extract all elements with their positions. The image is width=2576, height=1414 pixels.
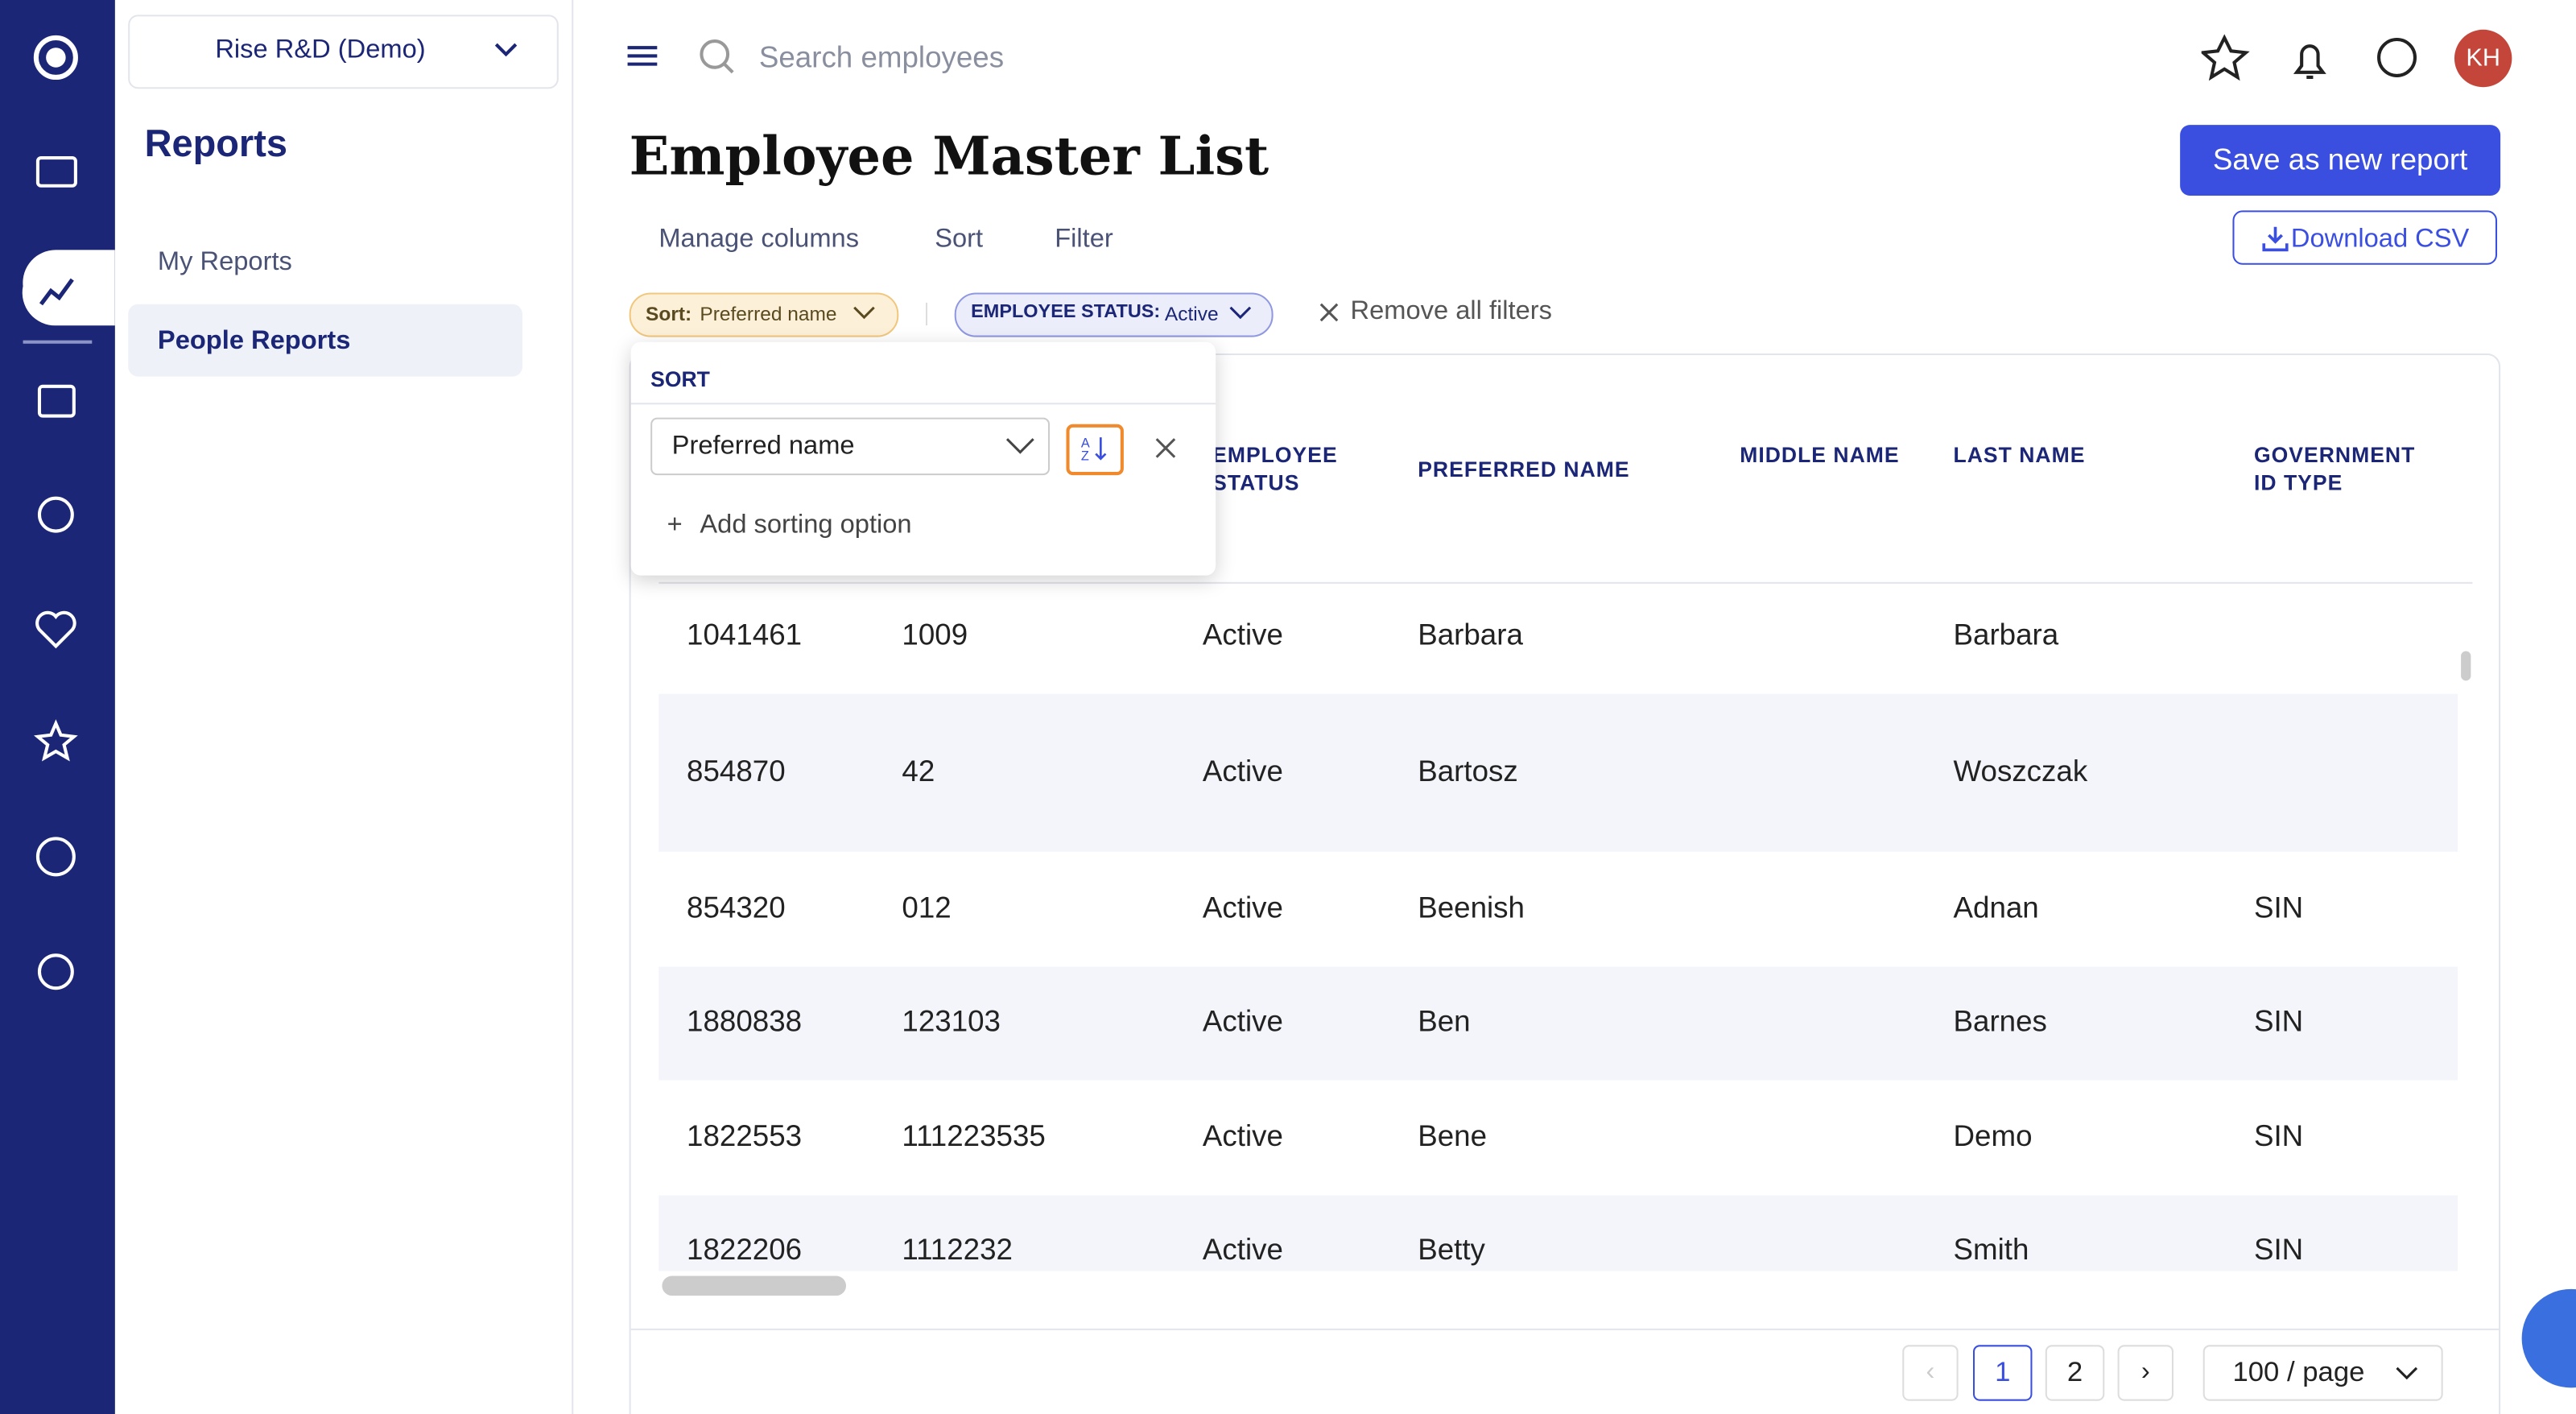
download-button[interactable]: Download CSV [2232, 210, 2498, 265]
table-cell: Active [1202, 1119, 1283, 1153]
v-scrollbar [2461, 651, 2471, 681]
sort-popover [630, 341, 1216, 576]
header-divider [658, 581, 2473, 584]
table-cell: Barbara [1953, 618, 2059, 651]
tab[interactable]: Sort [935, 225, 984, 254]
sort-icon: AZ [1081, 436, 1107, 464]
popover-title: SORT [650, 366, 710, 391]
table-cell: 42 [902, 755, 935, 788]
chip-label: EMPLOYEE STATUS: [971, 302, 1161, 323]
search-input[interactable]: Search employees [758, 41, 1005, 74]
nav-item[interactable]: My Reports [157, 248, 292, 277]
avatar[interactable]: KH [2454, 29, 2512, 88]
table-cell: 111223535 [902, 1119, 1046, 1153]
table-cell: Betty [1418, 1233, 1485, 1267]
table-cell: Smith [1953, 1233, 2029, 1267]
save-button[interactable]: Save as new report [2180, 125, 2501, 196]
icon-rail [0, 0, 115, 1414]
rail-icons [22, 35, 115, 990]
remove-sort[interactable] [1155, 437, 1177, 459]
chip-value: Active [1164, 302, 1219, 326]
row-stripe [658, 693, 2458, 852]
h-scrollbar [662, 1275, 847, 1296]
download-icon [2262, 226, 2289, 252]
prev-page[interactable]: ‹ [1902, 1345, 1959, 1401]
table-cell: Beenish [1418, 891, 1525, 924]
nav-item[interactable]: People Reports [157, 327, 351, 356]
table-cell: Active [1202, 618, 1283, 651]
svg-text:A: A [1081, 436, 1090, 450]
table-cell: Active [1202, 1004, 1283, 1038]
table-cell: Active [1202, 891, 1283, 924]
table-cell: 854870 [687, 755, 786, 788]
column-header: MIDDLE NAME [1740, 442, 1900, 467]
reports-panel [115, 0, 574, 1414]
table-cell: SIN [2253, 1004, 2304, 1038]
page-size[interactable]: 100 / page [2202, 1345, 2443, 1401]
chat-button[interactable] [2521, 1288, 2576, 1388]
table-cell: Active [1202, 755, 1283, 788]
add-sort-label[interactable]: Add sorting option [700, 511, 912, 540]
table-card [629, 354, 2501, 1414]
next-page[interactable]: › [2117, 1345, 2174, 1401]
table-cell: Ben [1418, 1004, 1471, 1038]
add-sort[interactable]: + [667, 511, 683, 540]
table-cell: 854320 [687, 891, 786, 924]
chevron [494, 43, 518, 57]
table-cell: 1822206 [687, 1233, 803, 1267]
panel-title: Reports [144, 122, 287, 165]
column-header: GOVERNMENT ID TYPE [2253, 442, 2416, 495]
page-button[interactable]: 1 [1973, 1345, 2033, 1401]
column-header: LAST NAME [1953, 442, 2086, 467]
table-cell: Active [1202, 1233, 1283, 1267]
table-cell: 1009 [902, 618, 968, 651]
table-cell: 1112232 [902, 1233, 1013, 1267]
chip-label: Sort: [646, 302, 692, 326]
nav-active-bg [128, 304, 522, 377]
table-cell: 1880838 [687, 1004, 803, 1038]
chevron [2396, 1366, 2418, 1380]
sort-direction[interactable] [1066, 424, 1124, 476]
table-cell: Bene [1418, 1119, 1488, 1153]
footer-divider [630, 1328, 2500, 1330]
tab[interactable]: Filter [1055, 225, 1113, 254]
table-cell: Demo [1953, 1119, 2033, 1153]
table-cell: 012 [902, 891, 952, 924]
column-header: PREFERRED NAME [1418, 457, 1630, 482]
table-cell: 1822553 [687, 1119, 803, 1153]
table-cell: 123103 [902, 1004, 1001, 1038]
chip-icons [853, 302, 1252, 326]
remove-filters[interactable]: Remove all filters [1350, 297, 1552, 326]
chip-value: Preferred name [700, 302, 837, 326]
sort-chip[interactable] [629, 292, 899, 337]
page-button[interactable]: 2 [2045, 1345, 2105, 1401]
table-cell: Barnes [1953, 1004, 2047, 1038]
close-icon [1319, 303, 1339, 322]
row-stripe [658, 966, 2458, 1081]
chevron [1005, 438, 1034, 454]
page-title: Employee Master List [629, 125, 1269, 188]
table-cell: Barbara [1418, 618, 1523, 651]
search-icons [627, 39, 734, 74]
table-cell: Woszczak [1953, 755, 2088, 788]
table-cell: SIN [2253, 891, 2304, 924]
workspace-select[interactable] [128, 14, 559, 89]
row-stripe [658, 1195, 2458, 1271]
table-cell: 1041461 [687, 618, 803, 651]
table-cell: SIN [2253, 1233, 2304, 1267]
tab[interactable]: Manage columns [658, 225, 860, 254]
svg-text:Z: Z [1081, 449, 1089, 464]
table-cell: SIN [2253, 1119, 2304, 1153]
table-cell: Bartosz [1418, 755, 1518, 788]
divider [630, 403, 1216, 405]
filter-chip[interactable] [954, 292, 1274, 337]
sort-field-select[interactable]: Preferred name [650, 417, 1051, 476]
top-icons [2201, 34, 2417, 81]
workspace-name: Rise R&D (Demo) [215, 35, 426, 64]
table-cell: Adnan [1953, 891, 2039, 924]
column-header: EMPLOYEE STATUS [1212, 442, 1338, 495]
